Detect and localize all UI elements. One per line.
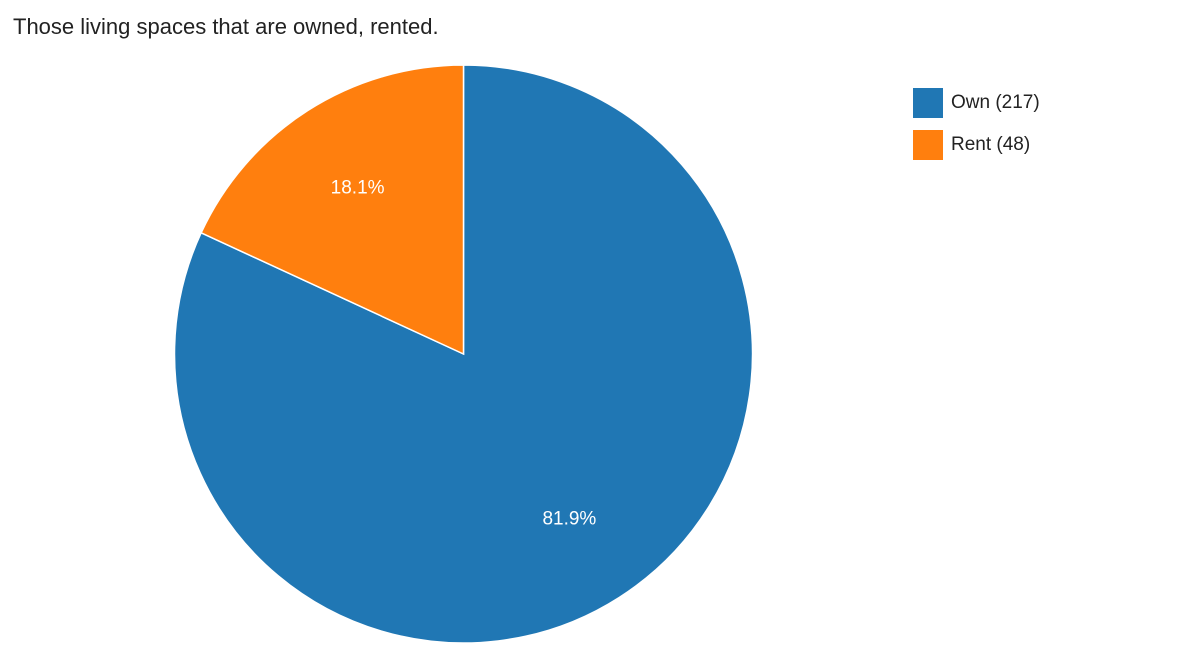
pie-slice-labels: 81.9% 18.1%	[331, 177, 597, 529]
legend-swatch-own	[913, 88, 943, 118]
legend: Own (217) Rent (48)	[913, 88, 1040, 172]
legend-label-own: Own (217)	[951, 92, 1040, 113]
pie-slice-rent[interactable]	[200, 64, 465, 356]
legend-item-own[interactable]: Own (217)	[913, 88, 1040, 118]
chart-title: Those living spaces that are owned, rent…	[13, 14, 439, 39]
legend-label-rent: Rent (48)	[951, 134, 1031, 155]
legend-swatch-rent	[913, 130, 943, 160]
pie-slices	[173, 64, 754, 644]
slice-percent-label-own: 81.9%	[542, 509, 596, 530]
legend-item-rent[interactable]: Rent (48)	[913, 130, 1040, 160]
slice-percent-label-rent: 18.1%	[331, 177, 385, 198]
